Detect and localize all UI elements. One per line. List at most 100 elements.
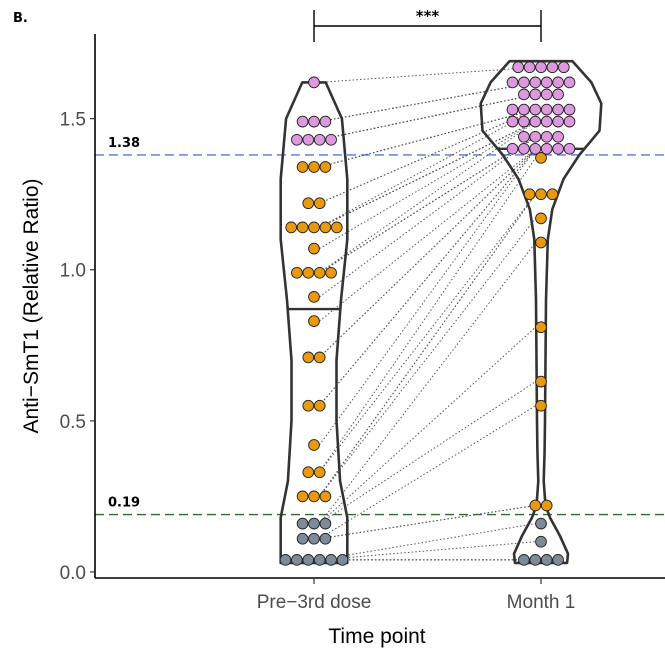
data-point [302, 466, 315, 479]
data-point [506, 142, 519, 155]
data-point [529, 554, 542, 566]
pair-line [319, 109, 536, 168]
pair-line [318, 148, 537, 446]
data-point [319, 490, 332, 503]
data-point [319, 115, 332, 128]
data-point [518, 142, 530, 155]
data-point [540, 115, 553, 128]
y-ticks: 0.0 0.5 1.0 1.5 [60, 110, 95, 584]
data-point [313, 197, 326, 210]
data-point [313, 266, 326, 279]
data-point [535, 517, 547, 530]
x-tick-label: Month 1 [507, 592, 576, 613]
data-point [308, 490, 320, 503]
data-point [535, 236, 547, 249]
significance-bracket: *** [313, 7, 542, 42]
paired-lines [318, 66, 537, 561]
data-point [529, 115, 542, 128]
pair-line [319, 121, 536, 274]
pair-line [319, 81, 536, 123]
data-point [546, 61, 559, 74]
data-point [535, 61, 547, 74]
data-point [296, 490, 309, 503]
data-point [523, 188, 536, 201]
data-point [535, 399, 547, 412]
y-axis-title: Anti−SmT1 (Relative Ratio) [20, 178, 43, 433]
data-point [529, 130, 542, 143]
data-point [285, 221, 298, 234]
data-point [540, 554, 553, 566]
data-point [319, 517, 332, 530]
data-point [325, 554, 337, 566]
pair-line [319, 405, 536, 540]
data-point [296, 115, 309, 128]
data-point [302, 399, 315, 412]
pair-line [319, 81, 536, 123]
data-point [296, 532, 309, 545]
reference-lines: 1.38 0.19 [95, 136, 665, 516]
data-point [308, 76, 320, 89]
y-tick-label: 0.0 [60, 563, 86, 584]
data-point [535, 375, 547, 388]
data-point [518, 103, 530, 116]
pair-line [318, 157, 537, 473]
data-point [313, 399, 326, 412]
pair-line [319, 93, 536, 141]
data-point [540, 76, 553, 89]
data-point [308, 439, 320, 451]
pair-line [319, 218, 536, 497]
data-point [552, 130, 564, 143]
data-point [552, 142, 564, 155]
data-point [302, 133, 315, 146]
data-point [308, 315, 320, 327]
data-point [330, 221, 343, 234]
data-point [552, 115, 564, 128]
data-point [319, 161, 332, 173]
x-tick-label: Pre−3rd dose [257, 592, 372, 613]
data-point [302, 197, 315, 210]
data-point [540, 103, 553, 116]
data-point [518, 130, 530, 143]
data-point [512, 61, 525, 74]
pair-line [319, 109, 536, 228]
data-point [325, 133, 337, 146]
pair-line [319, 541, 536, 561]
data-point [302, 554, 315, 566]
pair-line [319, 326, 536, 524]
data-point [540, 499, 553, 512]
data-point [523, 61, 536, 74]
data-point [552, 88, 564, 101]
data-point [506, 115, 519, 128]
data-point [308, 291, 320, 303]
data-point [552, 76, 564, 89]
data-point [518, 76, 530, 89]
data-point [279, 554, 292, 566]
pair-line [319, 242, 536, 524]
pair-line [318, 193, 537, 497]
data-point [313, 351, 326, 364]
data-point [319, 532, 332, 545]
data-point [535, 188, 547, 201]
data-point [552, 554, 564, 566]
x-axis-title: Time point [328, 625, 425, 648]
pair-line [319, 81, 536, 123]
pair-line [319, 121, 536, 228]
reference-line-label: 0.19 [108, 496, 140, 511]
data-point [518, 115, 530, 128]
data-point [540, 88, 553, 101]
pair-line [319, 381, 536, 525]
data-point [540, 142, 553, 155]
data-point [319, 221, 332, 234]
data-point [535, 321, 547, 334]
data-point [302, 351, 315, 364]
data-point [313, 466, 326, 479]
data-point [308, 221, 320, 234]
data-point [291, 133, 303, 146]
y-tick-label: 1.5 [60, 110, 86, 131]
data-point [291, 554, 303, 566]
data-point [296, 517, 309, 530]
pair-line [319, 193, 536, 473]
y-tick-label: 0.5 [60, 412, 86, 433]
pair-line [319, 148, 536, 358]
pair-line [319, 136, 536, 298]
